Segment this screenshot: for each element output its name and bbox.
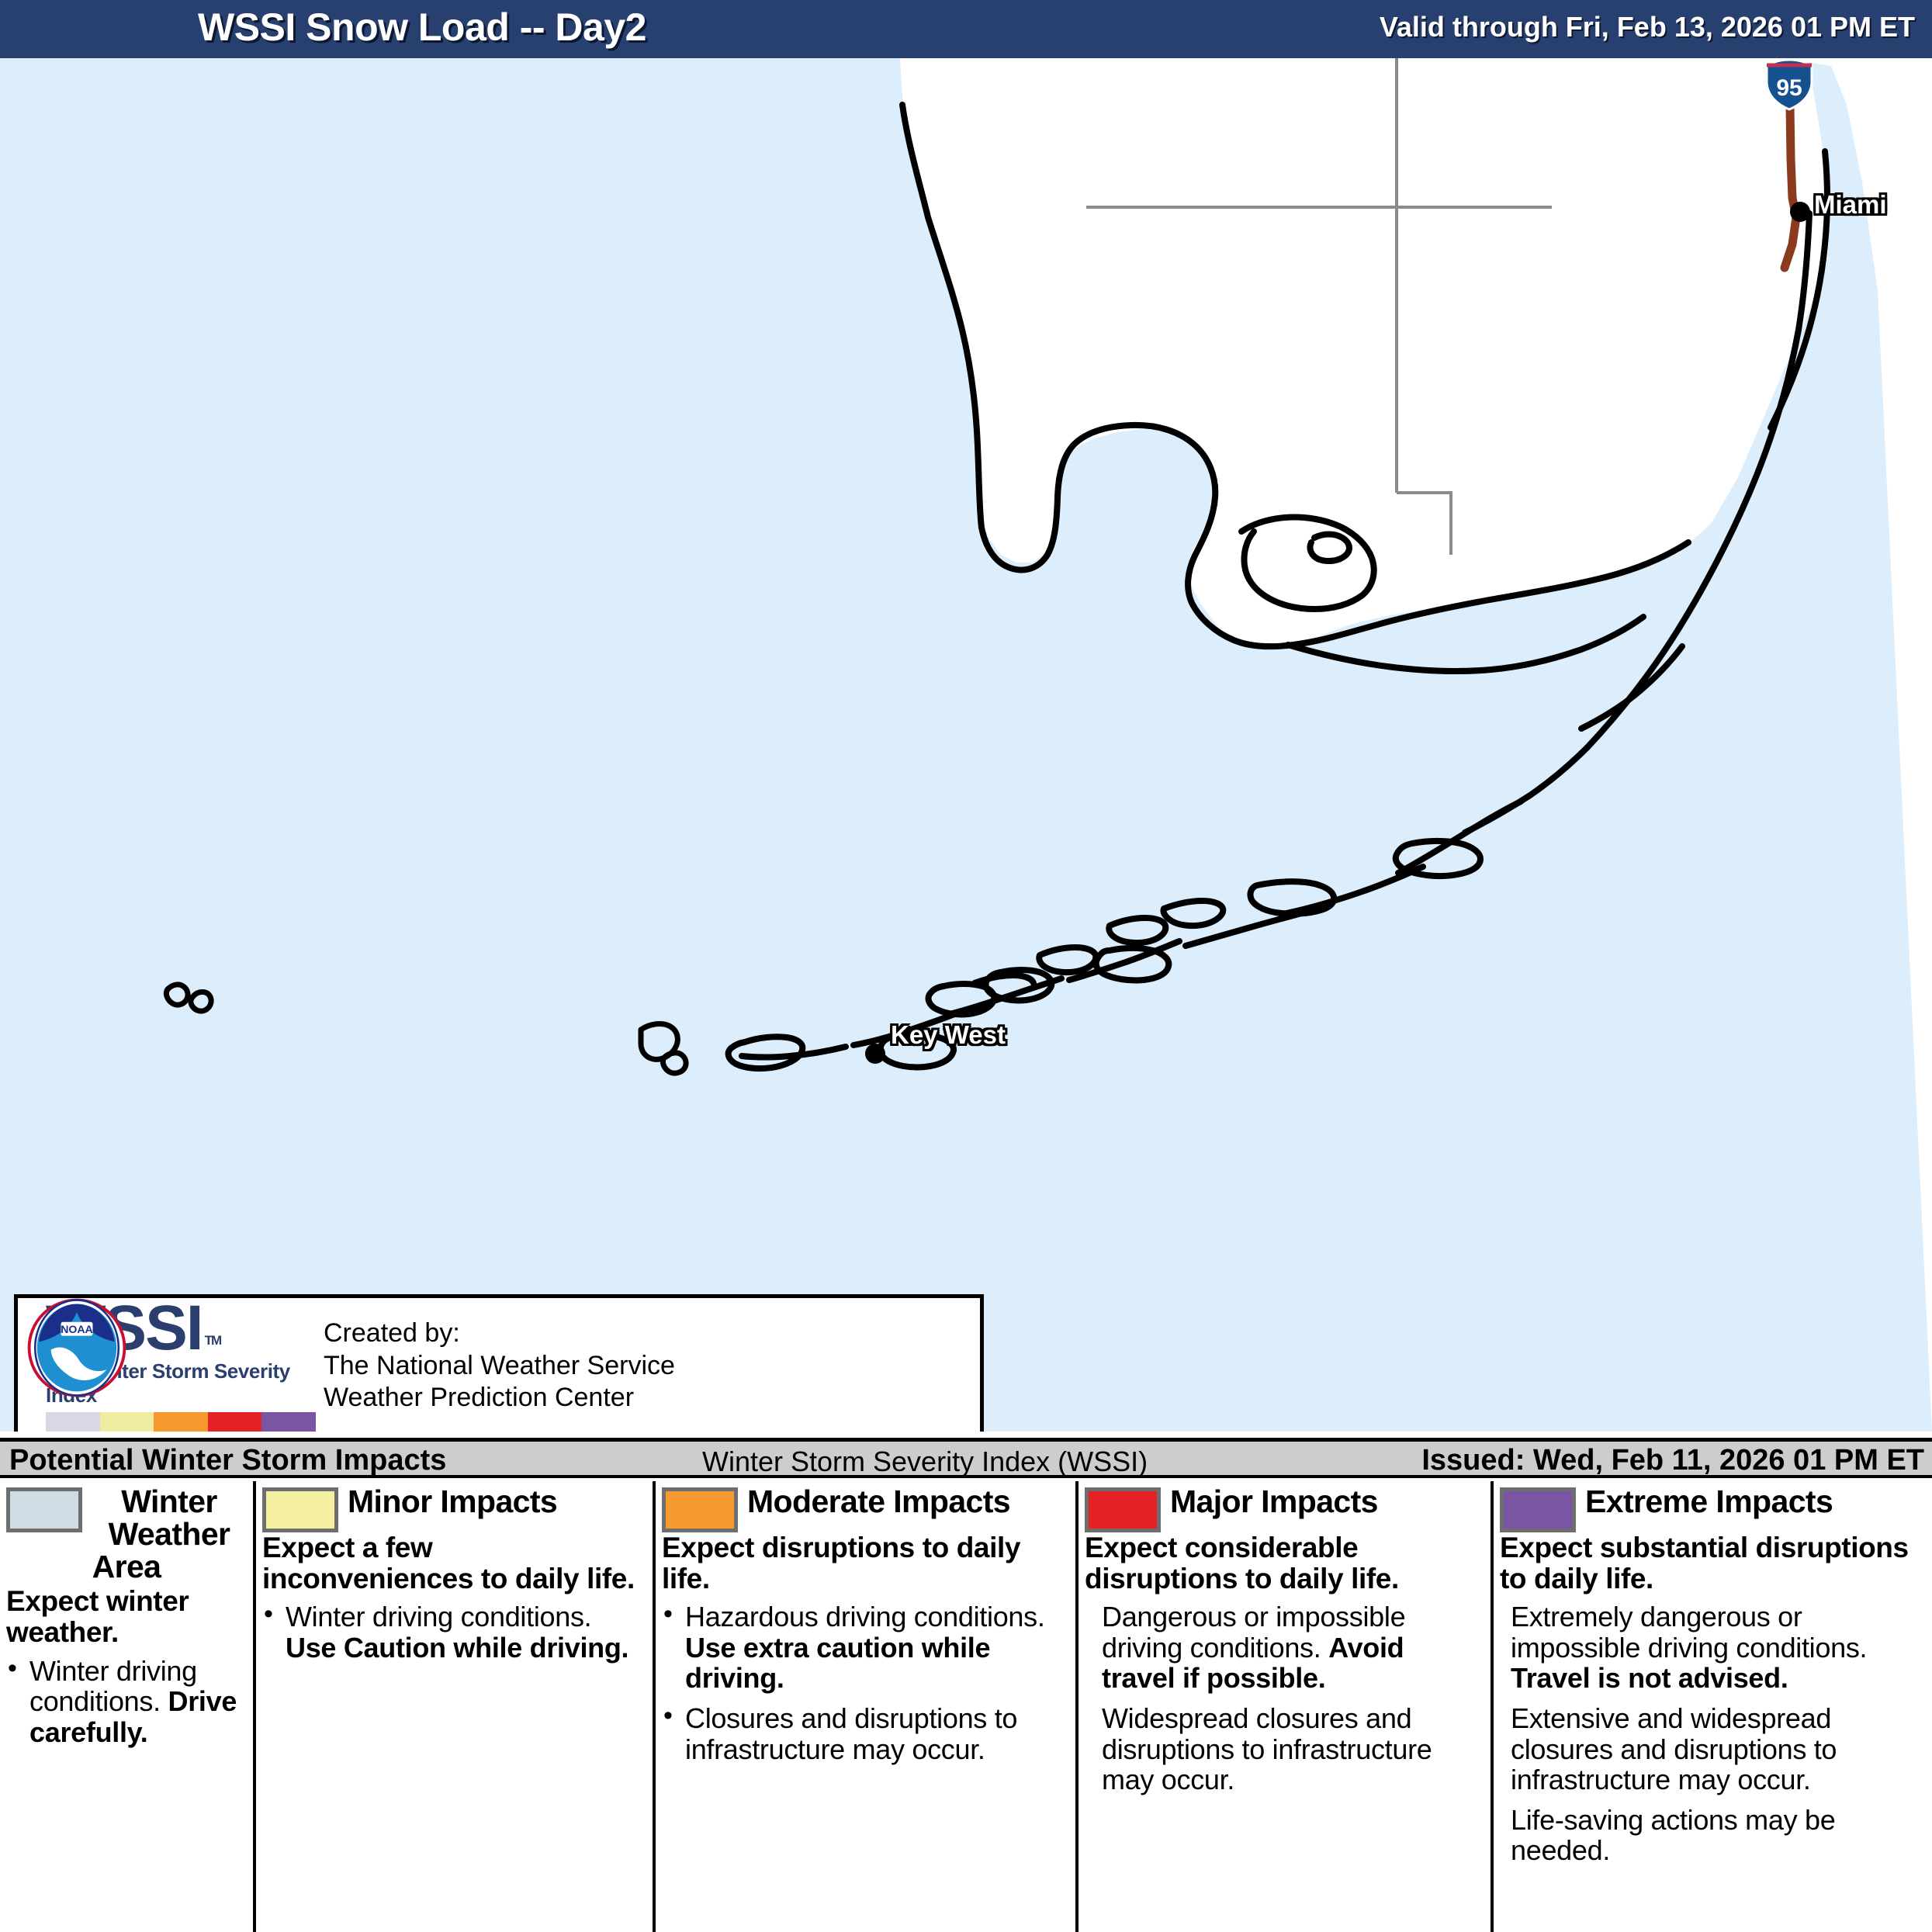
legend-bullet: Winter driving conditions. Use Caution w… xyxy=(262,1600,646,1664)
legend-bullets-extreme-impacts: Extremely dangerous or impossible drivin… xyxy=(1500,1601,1926,1866)
bullet-normal-text: Winter driving conditions. xyxy=(29,1654,197,1718)
map-geography xyxy=(163,58,1932,1432)
bullet-bold-text: Travel is not advised. xyxy=(1511,1662,1788,1695)
legend-header-major-impacts: Major Impacts xyxy=(1085,1484,1484,1532)
bullet-normal-text: Extremely dangerous or impossible drivin… xyxy=(1511,1601,1868,1664)
created-by-line-2: The National Weather Service xyxy=(324,1350,675,1380)
legend-bullet: Extremely dangerous or impossible drivin… xyxy=(1511,1601,1926,1694)
legend-summary-moderate-impacts: Expect disruptions to daily life. xyxy=(662,1532,1021,1594)
status-bar: Potential Winter Storm Impacts Winter St… xyxy=(0,1438,1932,1478)
created-by-line-3: Weather Prediction Center xyxy=(324,1383,635,1413)
page-header: WSSI Snow Load -- Day2 Valid through Fri… xyxy=(0,0,1932,58)
legend-summary-extreme-impacts: Expect substantial disruptions to daily … xyxy=(1500,1532,1909,1594)
legend-swatch-major-impacts xyxy=(1085,1487,1161,1532)
legend-bullets-minor-impacts: Winter driving conditions. Use Caution w… xyxy=(262,1600,646,1664)
legend-column-winter-weather-area[interactable]: Winter Weather Area Expect winter weathe… xyxy=(0,1481,256,1932)
legend-column-extreme-impacts[interactable]: Extreme Impacts Expect substantial disru… xyxy=(1494,1481,1932,1932)
color-bar-segment-major xyxy=(207,1412,262,1432)
coastal-shallow-water xyxy=(878,132,979,533)
florida-land-mass xyxy=(900,58,1831,648)
legend-bullets-moderate-impacts: Hazardous driving conditions. Use extra … xyxy=(662,1600,1069,1765)
legend-summary-minor-impacts: Expect a few inconveniences to daily lif… xyxy=(262,1532,635,1594)
legend-bullet: Hazardous driving conditions. Use extra … xyxy=(662,1600,1069,1695)
bullet-normal-text: Closures and disruptions to infrastructu… xyxy=(685,1702,1018,1765)
legend-bullets-major-impacts: Dangerous or impossible driving conditio… xyxy=(1085,1601,1484,1795)
legend-column-major-impacts[interactable]: Major Impacts Expect considerable disrup… xyxy=(1079,1481,1494,1932)
status-bar-subtitle: Winter Storm Severity Index (WSSI) xyxy=(702,1446,1148,1477)
bullet-normal-text: Hazardous driving conditions. xyxy=(685,1601,1045,1633)
bullet-bold-text: Avoid travel if possible. xyxy=(1102,1631,1404,1695)
legend-summary-winter-weather-area: Expect winter weather. xyxy=(6,1585,189,1649)
bullet-normal-text: Dangerous or impossible driving conditio… xyxy=(1102,1601,1406,1664)
legend-title-extreme-impacts: Extreme Impacts xyxy=(1585,1484,1833,1519)
legend-title-moderate-impacts: Moderate Impacts xyxy=(747,1484,1011,1519)
legend-bullet: Closures and disruptions to infrastructu… xyxy=(662,1702,1069,1765)
city-label-miami: Miami xyxy=(1814,190,1887,219)
legend-bullet: Extensive and widespread closures and di… xyxy=(1511,1703,1926,1795)
color-bar-segment-extreme xyxy=(261,1412,316,1432)
county-borders xyxy=(1086,58,1552,555)
noaa-seal-text: NOAA xyxy=(61,1323,92,1335)
wssi-severity-color-bar xyxy=(46,1412,316,1432)
bullet-bold-text: Use extra caution while driving. xyxy=(685,1631,991,1695)
legend-header-winter-weather-area: Winter Weather Area xyxy=(6,1484,247,1584)
bullet-normal-text: Life-saving actions may be needed. xyxy=(1511,1803,1836,1867)
legend-swatch-minor-impacts xyxy=(262,1487,338,1532)
legend-bullet: Widespread closures and disruptions to i… xyxy=(1102,1703,1484,1795)
legend-swatch-moderate-impacts xyxy=(662,1487,738,1532)
created-by-line-1: Created by: xyxy=(324,1318,460,1349)
legend-summary-major-impacts: Expect considerable disruptions to daily… xyxy=(1085,1532,1399,1594)
legend-bullet: Dangerous or impossible driving conditio… xyxy=(1102,1601,1484,1694)
city-dot-key-west xyxy=(865,1044,885,1064)
wssi-trademark-text: TM xyxy=(204,1333,223,1349)
bullet-normal-text: Widespread closures and disruptions to i… xyxy=(1102,1702,1432,1796)
page-title: WSSI Snow Load -- Day2 xyxy=(198,5,646,49)
color-bar-segment-minor xyxy=(99,1412,154,1432)
wssi-credit-box: WSSI TM The Winter Storm Severity Index xyxy=(14,1294,984,1432)
valid-through-text: Valid through Fri, Feb 13, 2026 01 PM ET xyxy=(1379,11,1915,43)
legend-bullet: Winter driving conditions. Drive careful… xyxy=(6,1654,247,1748)
legend-swatch-winter-weather-area xyxy=(6,1487,82,1532)
color-bar-segment-moderate xyxy=(154,1412,208,1432)
bullet-bold-text: Use Caution while driving. xyxy=(286,1631,629,1664)
city-label-key-west: Key West xyxy=(891,1020,1006,1049)
impact-legend: Winter Weather Area Expect winter weathe… xyxy=(0,1481,1932,1932)
legend-bullet: Life-saving actions may be needed. xyxy=(1511,1805,1926,1866)
weather-map[interactable]: 95 Miami Key West WSSI TM The Winter Sto… xyxy=(0,58,1932,1432)
interstate-shield-number: 95 xyxy=(1776,75,1802,101)
legend-swatch-extreme-impacts xyxy=(1500,1487,1576,1532)
legend-header-extreme-impacts: Extreme Impacts xyxy=(1500,1484,1926,1532)
created-by-block: Created by: The National Weather Service… xyxy=(324,1317,675,1414)
legend-header-moderate-impacts: Moderate Impacts xyxy=(662,1484,1069,1532)
status-bar-issued: Issued: Wed, Feb 11, 2026 01 PM ET xyxy=(1421,1444,1924,1477)
legend-bullets-winter-weather-area: Winter driving conditions. Drive careful… xyxy=(6,1654,247,1748)
bullet-bold-text: Drive carefully. xyxy=(29,1685,237,1748)
legend-title-minor-impacts: Minor Impacts xyxy=(348,1484,558,1519)
legend-title-winter-weather-area: Winter Weather Area xyxy=(92,1484,230,1584)
city-dot-miami xyxy=(1790,202,1810,222)
color-bar-segment-winter-weather xyxy=(46,1412,100,1432)
legend-title-major-impacts: Major Impacts xyxy=(1170,1484,1378,1519)
bullet-normal-text: Winter driving conditions. xyxy=(286,1601,592,1633)
legend-column-moderate-impacts[interactable]: Moderate Impacts Expect disruptions to d… xyxy=(656,1481,1079,1932)
noaa-seal-icon: NOAA xyxy=(33,1299,120,1397)
interstate-95-shield-icon: 95 xyxy=(1765,58,1813,111)
legend-header-minor-impacts: Minor Impacts xyxy=(262,1484,646,1532)
coastline-strokes xyxy=(163,102,1830,1076)
legend-column-minor-impacts[interactable]: Minor Impacts Expect a few inconvenience… xyxy=(256,1481,656,1932)
bullet-normal-text: Extensive and widespread closures and di… xyxy=(1511,1702,1837,1796)
status-bar-title: Potential Winter Storm Impacts xyxy=(9,1444,447,1477)
